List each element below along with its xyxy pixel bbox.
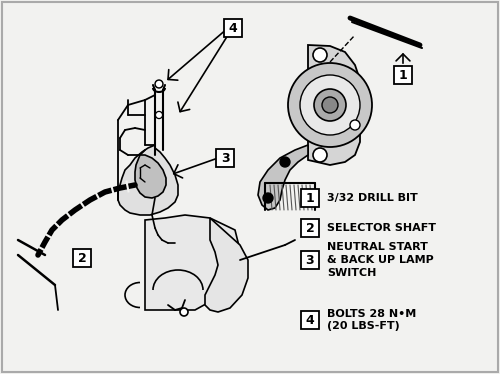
- Bar: [301, 189, 319, 207]
- Circle shape: [280, 157, 290, 167]
- Bar: [394, 66, 412, 84]
- Bar: [216, 149, 234, 167]
- Bar: [224, 19, 242, 37]
- Text: 3/32 DRILL BIT: 3/32 DRILL BIT: [327, 193, 418, 203]
- Polygon shape: [118, 145, 178, 215]
- Bar: [73, 249, 91, 267]
- Bar: [301, 311, 319, 329]
- Polygon shape: [205, 218, 248, 312]
- Polygon shape: [308, 45, 360, 165]
- Circle shape: [322, 97, 338, 113]
- Circle shape: [156, 82, 162, 86]
- Circle shape: [157, 113, 161, 117]
- Polygon shape: [135, 155, 166, 198]
- Text: NEUTRAL START
& BACK UP LAMP
SWITCH: NEUTRAL START & BACK UP LAMP SWITCH: [327, 242, 434, 278]
- Circle shape: [313, 148, 327, 162]
- Text: 1: 1: [398, 68, 407, 82]
- Bar: [301, 251, 319, 269]
- Text: 1: 1: [306, 191, 314, 205]
- Circle shape: [314, 89, 346, 121]
- Polygon shape: [145, 215, 240, 310]
- Text: 3: 3: [220, 151, 230, 165]
- Text: 3: 3: [306, 254, 314, 267]
- Circle shape: [155, 80, 163, 88]
- Text: 2: 2: [78, 251, 86, 264]
- Circle shape: [350, 120, 360, 130]
- Bar: [301, 219, 319, 237]
- Circle shape: [313, 48, 327, 62]
- Text: 2: 2: [306, 221, 314, 234]
- Circle shape: [263, 193, 273, 203]
- Text: BOLTS 28 N•M
(20 LBS-FT): BOLTS 28 N•M (20 LBS-FT): [327, 309, 416, 331]
- Text: 4: 4: [228, 21, 237, 34]
- Polygon shape: [258, 145, 308, 210]
- Circle shape: [300, 75, 360, 135]
- Circle shape: [180, 308, 188, 316]
- Text: SELECTOR SHAFT: SELECTOR SHAFT: [327, 223, 436, 233]
- Circle shape: [156, 111, 162, 119]
- Circle shape: [288, 63, 372, 147]
- Text: 4: 4: [306, 313, 314, 327]
